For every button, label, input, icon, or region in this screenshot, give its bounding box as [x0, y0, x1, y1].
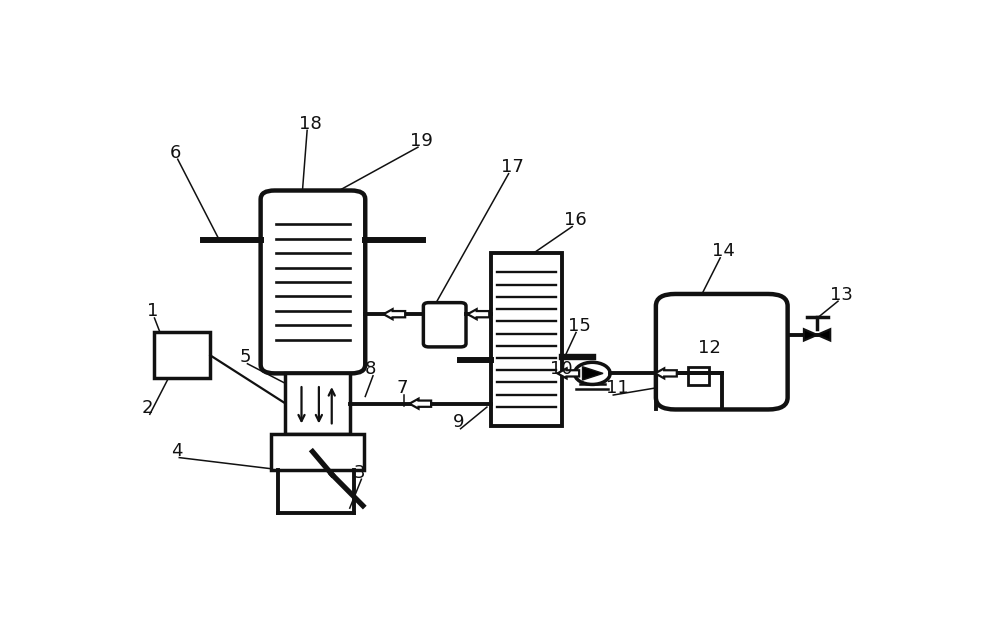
Text: 5: 5: [240, 348, 251, 366]
Text: 16: 16: [564, 211, 587, 229]
Text: 12: 12: [698, 339, 721, 356]
Text: 15: 15: [568, 317, 591, 335]
Bar: [154, 332, 210, 378]
FancyArrow shape: [557, 368, 579, 378]
Text: 9: 9: [453, 413, 464, 431]
FancyArrow shape: [468, 309, 489, 319]
Bar: [271, 434, 364, 469]
Text: 19: 19: [410, 132, 433, 149]
Text: 2: 2: [142, 399, 154, 417]
FancyArrow shape: [383, 309, 405, 319]
FancyBboxPatch shape: [423, 302, 466, 347]
Text: 7: 7: [396, 379, 408, 398]
Polygon shape: [583, 367, 603, 380]
Text: 6: 6: [170, 144, 181, 162]
FancyArrow shape: [409, 399, 431, 409]
Bar: [308, 434, 317, 462]
Text: 1: 1: [147, 302, 158, 321]
Polygon shape: [804, 329, 817, 341]
Text: 13: 13: [830, 286, 853, 304]
Text: 4: 4: [172, 442, 183, 460]
FancyBboxPatch shape: [656, 294, 788, 409]
Text: 17: 17: [501, 158, 524, 176]
Text: 14: 14: [712, 242, 735, 260]
Text: 10: 10: [550, 360, 572, 378]
Bar: [491, 253, 562, 426]
Polygon shape: [817, 329, 830, 341]
FancyBboxPatch shape: [261, 191, 365, 373]
Bar: [285, 373, 350, 434]
Text: 3: 3: [354, 464, 365, 482]
FancyArrow shape: [655, 368, 677, 378]
Text: 11: 11: [606, 379, 628, 398]
Text: 8: 8: [365, 360, 377, 378]
Text: 18: 18: [299, 115, 322, 132]
Bar: [688, 367, 709, 386]
